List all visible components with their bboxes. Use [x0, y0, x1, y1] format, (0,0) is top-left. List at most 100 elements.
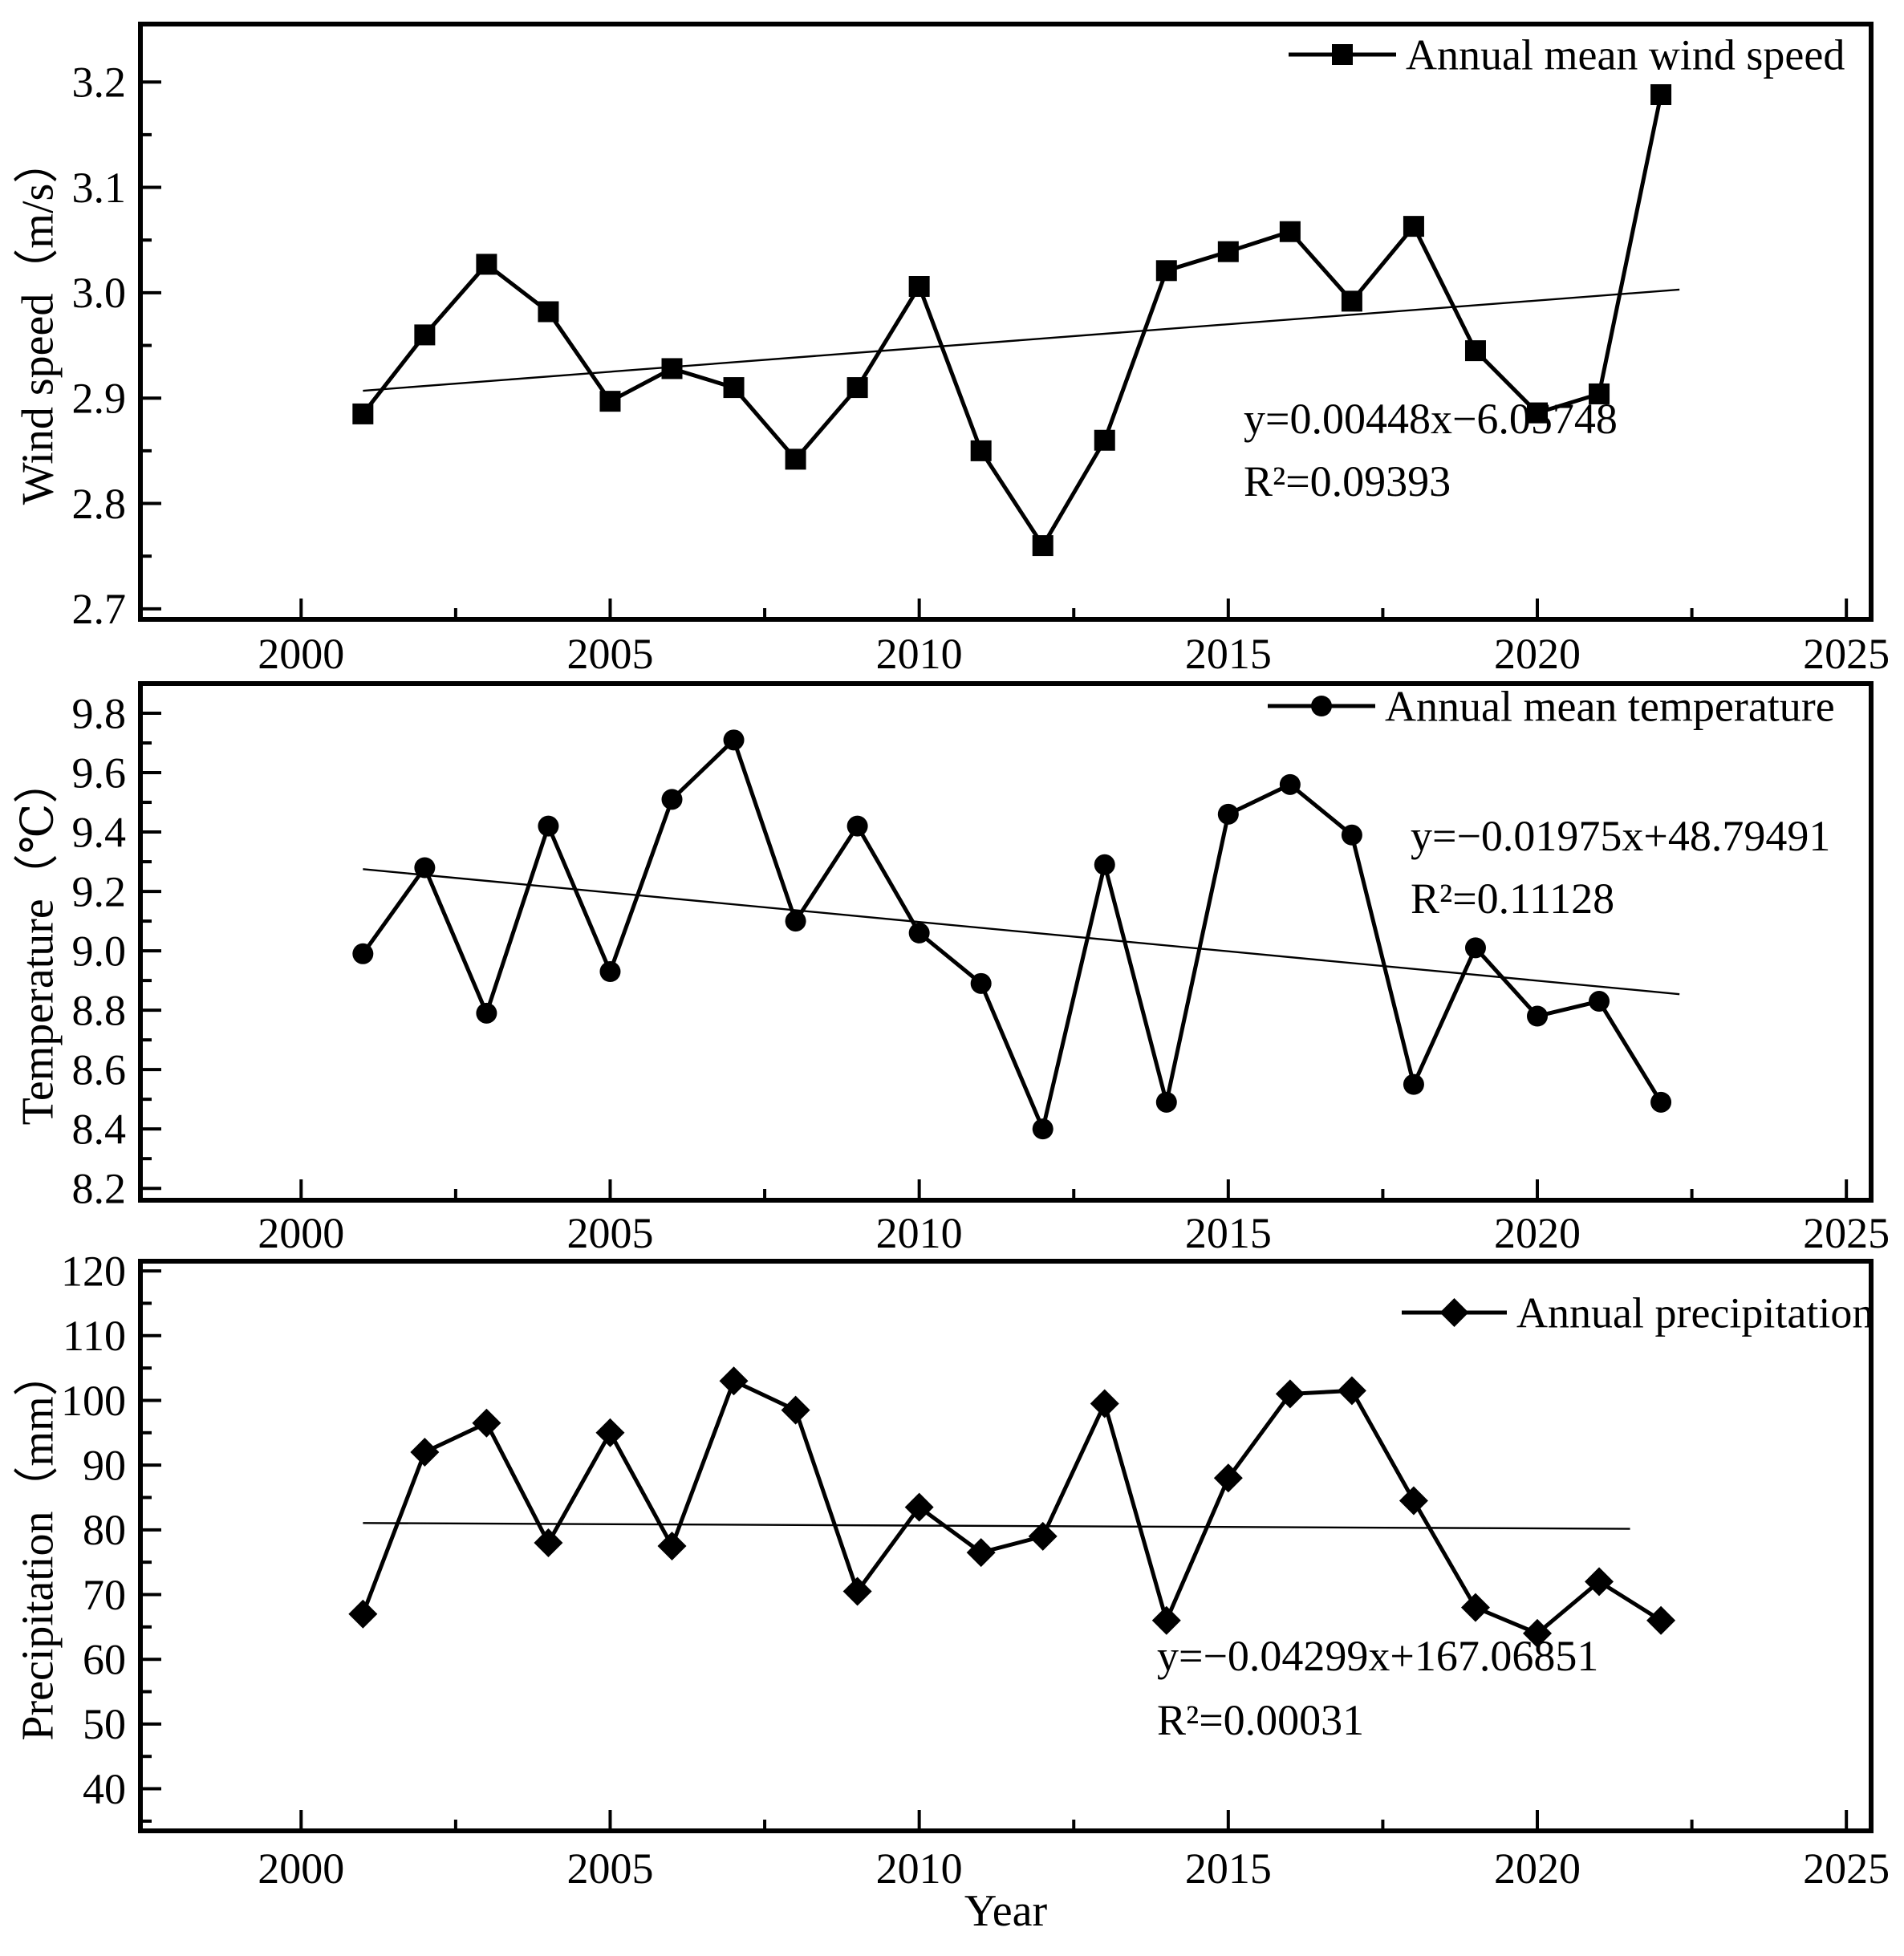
- x-tick-label: 2020: [1494, 1209, 1581, 1257]
- data-point: [476, 1002, 497, 1024]
- y-tick-label: 80: [83, 1506, 126, 1554]
- data-point: [1094, 854, 1115, 875]
- x-tick-label: 2025: [1803, 630, 1890, 678]
- data-point: [1650, 1091, 1672, 1113]
- y-tick-label: 3.2: [72, 59, 127, 107]
- data-point: [1032, 1118, 1053, 1140]
- data-point: [1523, 1618, 1553, 1648]
- data-point: [1439, 1298, 1469, 1327]
- data-point: [904, 1492, 934, 1522]
- y-tick-label: 2.7: [72, 585, 127, 633]
- temperature-series-line: [361, 736, 1663, 1136]
- r-squared-text: R²=0.00031: [1157, 1696, 1364, 1744]
- data-point: [970, 972, 992, 994]
- legend-wind-speed: Annual mean wind speed: [1289, 30, 1845, 79]
- y-tick-label: 110: [63, 1312, 126, 1360]
- data-point: [846, 377, 868, 399]
- x-tick-label: 2000: [258, 630, 344, 678]
- x-tick-label: 2015: [1185, 1844, 1272, 1893]
- y-tick-label: 8.8: [72, 986, 127, 1034]
- legend-temperature: Annual mean temperature: [1268, 682, 1835, 730]
- y-tick-label: 2.8: [72, 480, 127, 528]
- data-point: [1464, 937, 1486, 959]
- r-squared-text: R²=0.09393: [1244, 457, 1451, 505]
- r-squared-text: R²=0.11128: [1411, 875, 1614, 923]
- x-tick-label: 2020: [1494, 630, 1581, 678]
- data-point: [1275, 1379, 1305, 1409]
- x-tick-label: 2015: [1185, 1209, 1272, 1257]
- legend-label: Annual precipitation: [1516, 1288, 1874, 1337]
- y-axis-ticks: [140, 712, 161, 1191]
- y-tick-label: 3.1: [72, 164, 127, 212]
- data-point: [1311, 696, 1332, 716]
- data-point: [1332, 44, 1353, 65]
- y-tick-label: 70: [83, 1571, 126, 1619]
- legend-precipitation: Annual precipitation: [1402, 1288, 1874, 1337]
- data-point: [599, 961, 621, 983]
- y-axis-title: Precipitation（mm）: [14, 1351, 63, 1740]
- data-point: [348, 1599, 378, 1629]
- x-tick-label: 2020: [1494, 1844, 1581, 1893]
- panel-wind-speed: 2000 2005 2010 2015 2020 2025 2.7 2.8 2.9 3.0 3.1 3…: [14, 22, 1890, 678]
- x-tick-label: 2005: [566, 1209, 653, 1257]
- data-point: [1341, 290, 1362, 312]
- data-point: [785, 911, 806, 932]
- panel-temperature: 2000 2005 2010 2015 2020 2025 8.2 8.4 8.6 8.8 9.0 9…: [14, 681, 1890, 1257]
- data-point: [842, 1577, 872, 1606]
- y-tick-label: 8.4: [72, 1106, 127, 1154]
- equation-text: y=−0.01975x+48.79491: [1411, 812, 1830, 860]
- data-point: [846, 815, 868, 837]
- data-point: [1527, 402, 1549, 424]
- data-point: [538, 815, 559, 837]
- equation-text: y=0.00448x−6.05748: [1244, 395, 1618, 443]
- data-point: [476, 254, 497, 275]
- temperature-markers: [352, 729, 1672, 1140]
- data-point: [1279, 773, 1301, 795]
- y-axis-title: Temperature（℃）: [14, 759, 63, 1126]
- data-point: [657, 1532, 687, 1560]
- data-point: [538, 301, 559, 323]
- data-point: [1403, 216, 1424, 237]
- y-tick-label: 40: [83, 1765, 126, 1813]
- data-point: [1460, 1593, 1490, 1622]
- y-tick-label: 9.8: [72, 689, 127, 737]
- y-tick-label: 120: [61, 1247, 126, 1295]
- y-tick-label: 3.0: [72, 269, 127, 317]
- x-axis-title: Year: [964, 1886, 1048, 1936]
- y-tick-label: 90: [83, 1442, 126, 1490]
- data-point: [1464, 340, 1486, 362]
- x-tick-label: 2010: [876, 1209, 963, 1257]
- trend-line: [363, 868, 1680, 996]
- y-tick-label: 100: [61, 1377, 126, 1425]
- data-point: [1403, 1073, 1424, 1095]
- y-axis-ticks: [140, 1269, 161, 1823]
- x-axis-ticks: [299, 599, 1849, 619]
- data-point: [414, 324, 436, 346]
- precipitation-markers: [348, 1366, 1676, 1648]
- y-tick-label: 9.2: [72, 867, 127, 915]
- legend-label: Annual mean temperature: [1385, 682, 1835, 730]
- data-point: [1090, 1389, 1119, 1418]
- data-point: [781, 1395, 810, 1425]
- x-tick-label: 2025: [1803, 1209, 1890, 1257]
- data-point: [719, 1366, 749, 1396]
- data-point: [1213, 1463, 1243, 1493]
- x-tick-label: 2005: [566, 1844, 653, 1893]
- x-tick-label: 2015: [1185, 630, 1272, 678]
- x-tick-label: 2025: [1803, 1844, 1890, 1893]
- data-point: [1341, 824, 1362, 846]
- y-tick-label: 50: [83, 1700, 126, 1748]
- data-point: [1094, 429, 1115, 451]
- data-point: [414, 857, 436, 879]
- x-tick-label: 2005: [566, 630, 653, 678]
- x-tick-label: 2000: [258, 1844, 344, 1893]
- data-point: [1399, 1486, 1428, 1516]
- legend-label: Annual mean wind speed: [1406, 30, 1845, 79]
- data-point: [1217, 241, 1239, 262]
- data-point: [472, 1408, 501, 1438]
- y-tick-label: 60: [83, 1636, 126, 1684]
- trend-line: [363, 288, 1680, 392]
- data-point: [1217, 803, 1239, 825]
